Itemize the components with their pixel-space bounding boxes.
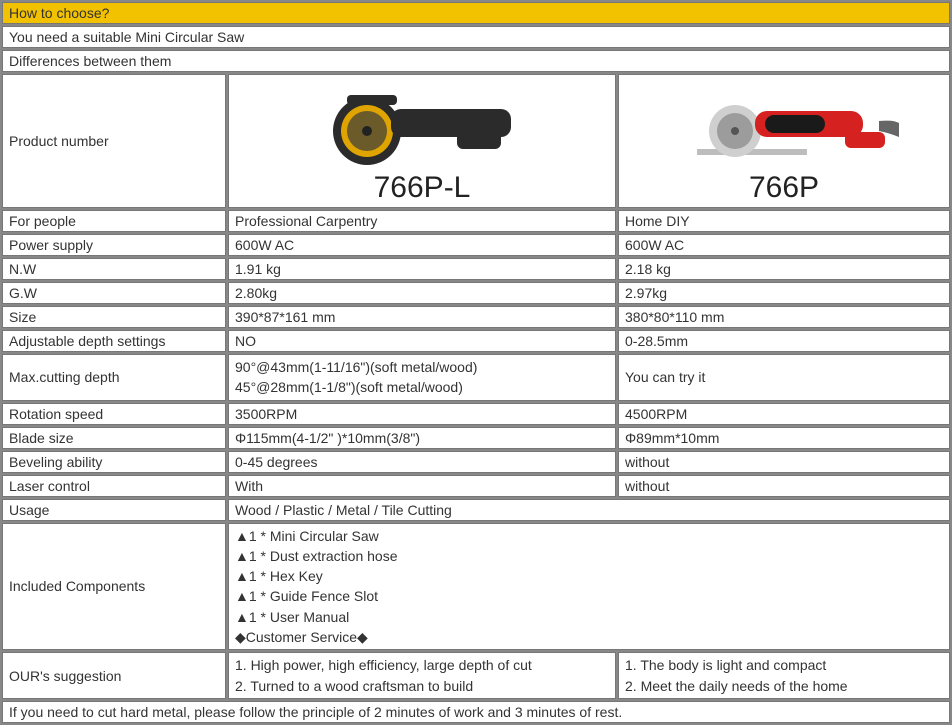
- label: G.W: [2, 282, 226, 304]
- label: Usage: [2, 499, 226, 521]
- value-a: 2.80kg: [228, 282, 616, 304]
- value-a: 3500RPM: [228, 403, 616, 425]
- header-title: How to choose?: [2, 2, 950, 24]
- value-b: 600W AC: [618, 234, 950, 256]
- label: N.W: [2, 258, 226, 280]
- product-b-cell: 766P: [618, 74, 950, 208]
- row-max-cutting-depth: Max.cutting depth 90°@43mm(1-11/16")(sof…: [2, 354, 950, 401]
- product-a-icon: [307, 81, 537, 167]
- header-diff-row: Differences between them: [2, 50, 950, 72]
- value-a: 90°@43mm(1-11/16")(soft metal/wood) 45°@…: [228, 354, 616, 401]
- product-b-model: 766P: [625, 171, 943, 205]
- label-product-number: Product number: [2, 74, 226, 208]
- row-suggestion: OUR's suggestion 1. High power, high eff…: [2, 652, 950, 699]
- value-b: Φ89mm*10mm: [618, 427, 950, 449]
- row-laser: Laser control With without: [2, 475, 950, 497]
- value-b: 2.18 kg: [618, 258, 950, 280]
- value-b: without: [618, 451, 950, 473]
- header-title-row: How to choose?: [2, 2, 950, 24]
- label: Rotation speed: [2, 403, 226, 425]
- row-rotation-speed: Rotation speed 3500RPM 4500RPM: [2, 403, 950, 425]
- label: Power supply: [2, 234, 226, 256]
- label: Included Components: [2, 523, 226, 651]
- value-b: 1. The body is light and compact 2. Meet…: [618, 652, 950, 699]
- product-a-model: 766P-L: [235, 171, 609, 205]
- footer-note: If you need to cut hard metal, please fo…: [2, 701, 950, 723]
- row-nw: N.W 1.91 kg 2.18 kg: [2, 258, 950, 280]
- row-power-supply: Power supply 600W AC 600W AC: [2, 234, 950, 256]
- value-b: 0-28.5mm: [618, 330, 950, 352]
- row-for-people: For people Professional Carpentry Home D…: [2, 210, 950, 232]
- value-a: 1.91 kg: [228, 258, 616, 280]
- label: Adjustable depth settings: [2, 330, 226, 352]
- row-beveling: Beveling ability 0-45 degrees without: [2, 451, 950, 473]
- value-span: Wood / Plastic / Metal / Tile Cutting: [228, 499, 950, 521]
- value-a: Professional Carpentry: [228, 210, 616, 232]
- value-span: ▲1 * Mini Circular Saw ▲1 * Dust extract…: [228, 523, 950, 651]
- value-a: With: [228, 475, 616, 497]
- row-gw: G.W 2.80kg 2.97kg: [2, 282, 950, 304]
- header-diff: Differences between them: [2, 50, 950, 72]
- product-a-cell: 766P-L: [228, 74, 616, 208]
- value-a: 390*87*161 mm: [228, 306, 616, 328]
- header-subtitle: You need a suitable Mini Circular Saw: [2, 26, 950, 48]
- value-a: 1. High power, high efficiency, large de…: [228, 652, 616, 699]
- row-blade-size: Blade size Φ115mm(4-1/2" )*10mm(3/8") Φ8…: [2, 427, 950, 449]
- row-size: Size 390*87*161 mm 380*80*110 mm: [2, 306, 950, 328]
- label: Max.cutting depth: [2, 354, 226, 401]
- label: Blade size: [2, 427, 226, 449]
- value-b: 4500RPM: [618, 403, 950, 425]
- label: Laser control: [2, 475, 226, 497]
- label: Size: [2, 306, 226, 328]
- value-b: without: [618, 475, 950, 497]
- header-subtitle-row: You need a suitable Mini Circular Saw: [2, 26, 950, 48]
- value-a: Φ115mm(4-1/2" )*10mm(3/8"): [228, 427, 616, 449]
- comparison-table: How to choose? You need a suitable Mini …: [0, 0, 952, 725]
- value-b: Home DIY: [618, 210, 950, 232]
- row-footer-note: If you need to cut hard metal, please fo…: [2, 701, 950, 723]
- row-usage: Usage Wood / Plastic / Metal / Tile Cutt…: [2, 499, 950, 521]
- value-a: 0-45 degrees: [228, 451, 616, 473]
- value-a: 600W AC: [228, 234, 616, 256]
- row-adjustable-depth: Adjustable depth settings NO 0-28.5mm: [2, 330, 950, 352]
- value-b: You can try it: [618, 354, 950, 401]
- label: OUR's suggestion: [2, 652, 226, 699]
- value-b: 2.97kg: [618, 282, 950, 304]
- value-a: NO: [228, 330, 616, 352]
- product-b-icon: [669, 81, 899, 167]
- row-product-number: Product number 766P-L: [2, 74, 950, 208]
- label: For people: [2, 210, 226, 232]
- row-included-components: Included Components ▲1 * Mini Circular S…: [2, 523, 950, 651]
- value-b: 380*80*110 mm: [618, 306, 950, 328]
- label: Beveling ability: [2, 451, 226, 473]
